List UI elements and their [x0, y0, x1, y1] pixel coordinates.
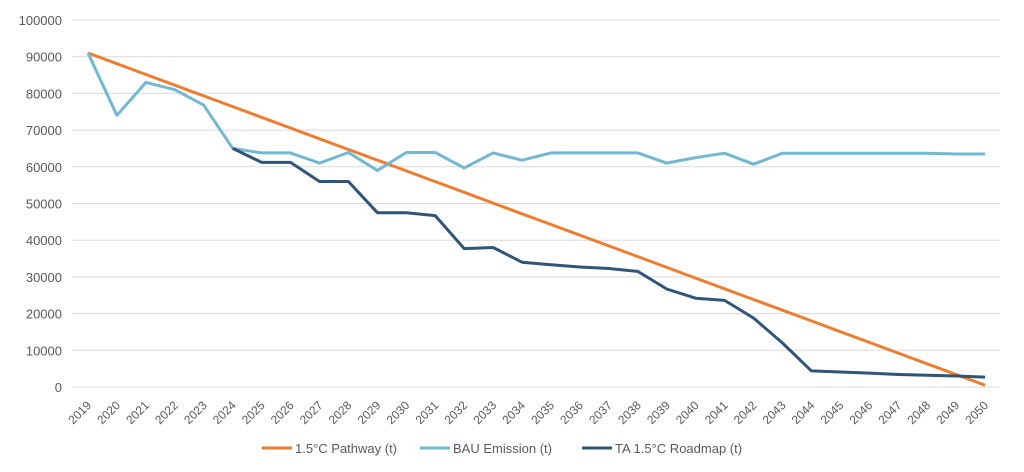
x-tick-label: 2027 [297, 398, 326, 427]
y-tick-label: 10000 [26, 343, 62, 358]
gridlines [72, 19, 1000, 388]
x-tick-label: 2033 [470, 398, 499, 427]
x-tick-label: 2039 [644, 398, 673, 427]
series-lines [86, 51, 986, 387]
x-tick-label: 2022 [152, 398, 181, 427]
y-tick-label: 30000 [26, 270, 62, 285]
legend-item-1[interactable]: BAU Emission (t) [420, 441, 552, 456]
x-tick-label: 2019 [65, 398, 94, 427]
x-tick-label: 2026 [268, 398, 297, 427]
x-tick-label: 2048 [904, 398, 933, 427]
series-line-0 [87, 51, 986, 387]
y-tick-label: 20000 [26, 307, 62, 322]
x-tick-label: 2025 [239, 398, 268, 427]
legend-item-2[interactable]: TA 1.5°C Roadmap (t) [582, 441, 742, 456]
y-tick-label: 0 [55, 380, 62, 395]
x-tick-label: 2020 [94, 398, 123, 427]
x-tick-label: 2044 [789, 398, 818, 427]
legend[interactable]: 1.5°C Pathway (t) BAU Emission (t) TA 1.5°… [262, 441, 742, 456]
x-tick-label: 2030 [384, 398, 413, 427]
x-tick-label: 2043 [760, 398, 789, 427]
x-tick-label: 2047 [876, 398, 905, 427]
x-tick-label: 2049 [933, 398, 962, 427]
x-tick-label: 2023 [181, 398, 210, 427]
x-tick-label: 2028 [326, 398, 355, 427]
x-tick-label: 2038 [615, 398, 644, 427]
legend-item-0[interactable]: 1.5°C Pathway (t) [262, 441, 397, 456]
x-tick-label: 2031 [413, 398, 442, 427]
x-tick-label: 2021 [123, 398, 152, 427]
x-tick-label: 2040 [673, 398, 702, 427]
x-tick-label: 2050 [962, 398, 991, 427]
y-tick-label: 40000 [26, 233, 62, 248]
y-axis-ticks: 0 10000 20000 30000 40000 50000 60000 70000 8000… [19, 13, 62, 395]
legend-label: 1.5°C Pathway (t) [295, 441, 397, 456]
x-tick-label: 2041 [702, 398, 731, 427]
y-tick-label: 90000 [26, 50, 62, 65]
x-tick-label: 2024 [210, 398, 239, 427]
x-tick-label: 2032 [442, 398, 471, 427]
series-line-1 [86, 52, 985, 172]
y-tick-label: 100000 [19, 13, 62, 28]
x-tick-label: 2036 [557, 398, 586, 427]
y-tick-label: 70000 [26, 123, 62, 138]
x-axis-ticks: 2019 2020 2021 2022 2023 2024 2025 2026 2027 2028… [65, 398, 991, 427]
y-tick-label: 60000 [26, 160, 62, 175]
y-tick-label: 80000 [26, 86, 62, 101]
x-tick-label: 2045 [818, 398, 847, 427]
legend-label: BAU Emission (t) [453, 441, 552, 456]
y-tick-label: 50000 [26, 197, 62, 212]
x-tick-label: 2034 [499, 398, 528, 427]
x-tick-label: 2029 [355, 398, 384, 427]
x-tick-label: 2042 [731, 398, 760, 427]
x-tick-label: 2037 [586, 398, 615, 427]
legend-label: TA 1.5°C Roadmap (t) [615, 441, 742, 456]
x-tick-label: 2035 [528, 398, 557, 427]
x-tick-label: 2046 [847, 398, 876, 427]
series-line-2 [232, 147, 986, 379]
